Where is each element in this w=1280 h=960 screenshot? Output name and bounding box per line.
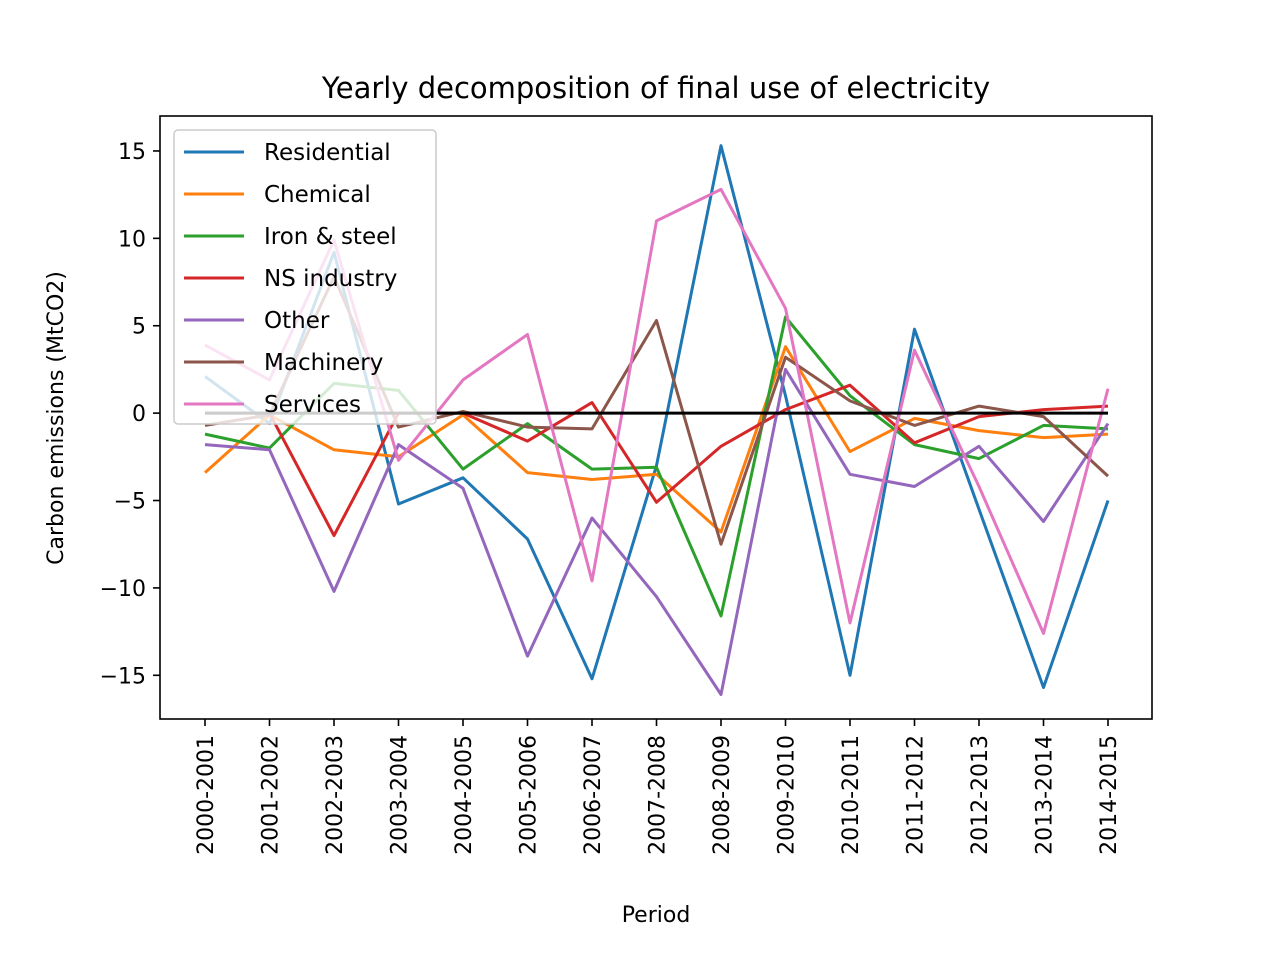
y-tick-label: 5 (132, 315, 146, 340)
y-tick-label: 15 (118, 140, 146, 165)
y-tick-label: 0 (132, 402, 146, 427)
legend-label: Iron & steel (264, 224, 397, 250)
x-tick-label: 2006-2007 (581, 735, 606, 855)
series-line-ns-industry (205, 383, 1109, 537)
y-tick-label: −15 (100, 664, 146, 689)
x-tick-label: 2012-2013 (968, 735, 993, 855)
x-tick-label: 2013-2014 (1033, 735, 1058, 855)
x-tick-label: 2002-2003 (323, 735, 348, 855)
x-tick-label: 2007-2008 (646, 735, 671, 855)
y-tick-label: −10 (100, 577, 146, 602)
axes: 15 10 5 0 −5 −10 −15 2000-2001 2001-2002 2002-200… (100, 115, 1153, 855)
legend-box (173, 129, 437, 425)
legend-label: Machinery (264, 350, 383, 376)
x-tick-label: 2009-2010 (775, 735, 800, 855)
legend-label: Services (264, 392, 361, 418)
legend-label: Other (264, 308, 330, 334)
y-tick-label: 10 (118, 227, 146, 252)
x-tick-label: 2005-2006 (517, 735, 542, 855)
x-tick-label: 2000-2001 (194, 735, 219, 855)
y-axis-title: Carbon emissions (MtCO2) (44, 271, 69, 565)
x-tick-label: 2004-2005 (452, 735, 477, 855)
x-tick-label: 2014-2015 (1097, 735, 1122, 855)
x-tick-label: 2001-2002 (259, 735, 284, 855)
x-tick-label: 2008-2009 (710, 735, 735, 855)
x-axis-title: Period (622, 903, 691, 928)
x-tick-label: 2010-2011 (839, 735, 864, 855)
legend-label: Residential (264, 140, 391, 166)
y-tick-label: −5 (114, 490, 146, 515)
series-line-other (204, 367, 1110, 696)
chart-title: Yearly decomposition of final use of ele… (321, 71, 990, 105)
legend-label: Chemical (264, 182, 371, 208)
x-tick-label: 2011-2012 (904, 735, 929, 855)
legend: Residential Chemical Iron & steel NS indust… (173, 129, 437, 425)
legend-label: NS industry (264, 266, 397, 292)
x-tick-label: 2003-2004 (388, 735, 413, 855)
